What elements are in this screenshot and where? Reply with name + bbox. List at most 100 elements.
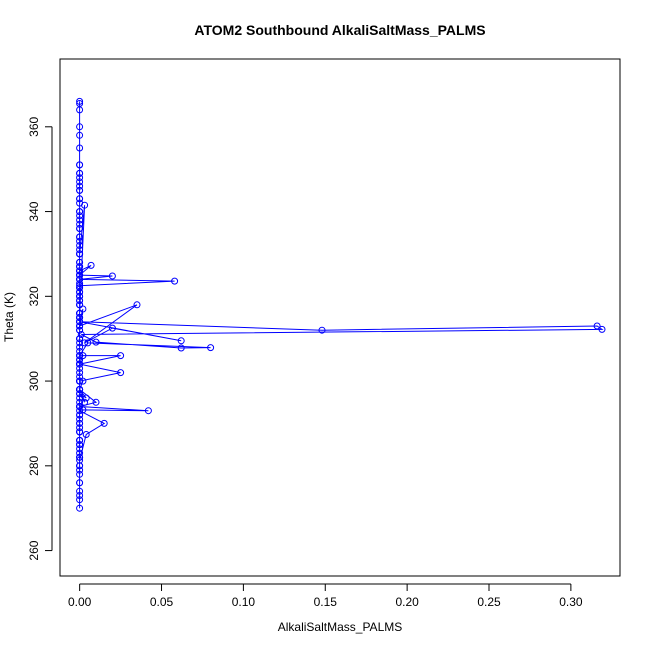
data-point (76, 161, 84, 169)
data-point (76, 462, 84, 470)
data-point (76, 237, 84, 245)
data-point (76, 314, 84, 321)
data-point (171, 277, 179, 285)
plot-frame (59, 58, 621, 577)
data-point (76, 280, 84, 288)
data-point (79, 352, 87, 360)
data-point (76, 390, 84, 398)
data-point (76, 492, 84, 499)
data-point (593, 322, 601, 330)
x-axis-label: AlkaliSaltMass_PALMS (278, 620, 403, 634)
x-tick-label: 0.05 (150, 595, 174, 609)
data-point (76, 174, 84, 182)
x-tick-label: 0.30 (559, 595, 583, 609)
data-point (76, 169, 84, 177)
data-point (76, 424, 84, 432)
data-point (76, 504, 84, 512)
data-point (133, 301, 141, 309)
data-point (76, 250, 84, 258)
data-point (92, 338, 100, 346)
y-tick-label: 300 (27, 371, 41, 391)
data-point (76, 364, 84, 372)
data-point (82, 431, 90, 438)
data-point (76, 233, 84, 241)
data-point (76, 178, 84, 186)
data-point (76, 263, 84, 271)
data-point (76, 318, 84, 326)
data-point (76, 309, 84, 317)
data-point (84, 339, 92, 347)
data-point (76, 242, 84, 249)
data-point (76, 106, 84, 114)
data-point (81, 201, 89, 209)
data-point (76, 335, 84, 343)
data-point (76, 441, 84, 449)
data-point (76, 208, 84, 216)
data-point (76, 322, 84, 330)
x-tick-label: 0.20 (395, 595, 419, 609)
data-point (79, 305, 87, 313)
data-point (76, 301, 84, 309)
data-point (76, 195, 84, 203)
data-point (108, 272, 116, 280)
data-point (76, 343, 84, 351)
data-point (76, 487, 84, 495)
data-point (87, 261, 95, 269)
data-point (117, 369, 125, 377)
series-layer (76, 97, 606, 512)
x-tick-label: 0.25 (477, 595, 501, 609)
y-tick-label: 260 (27, 540, 41, 560)
data-point (177, 344, 185, 352)
data-point (76, 97, 84, 105)
data-point (76, 436, 84, 444)
data-point (76, 282, 84, 290)
data-point (81, 339, 89, 347)
data-point (76, 144, 84, 152)
data-point (76, 267, 84, 275)
data-point (76, 369, 84, 377)
data-point (77, 331, 85, 338)
data-point (76, 449, 84, 457)
data-point (76, 131, 84, 139)
data-point (76, 453, 84, 461)
y-tick-label: 340 (27, 201, 41, 221)
data-point (81, 398, 89, 406)
y-axis: 260 280 300 320 340 360 (27, 116, 53, 561)
data-point (76, 398, 84, 406)
chart-title: ATOM2 Southbound AlkaliSaltMass_PALMS (194, 22, 485, 38)
data-point (76, 360, 84, 368)
data-point (76, 496, 84, 504)
data-point (76, 411, 84, 419)
data-point (76, 428, 84, 436)
data-point (76, 212, 84, 220)
data-point (76, 352, 84, 360)
data-point (76, 225, 84, 232)
y-tick-label: 280 (27, 455, 41, 475)
data-point (76, 445, 84, 453)
data-point (76, 258, 84, 266)
data-point (117, 352, 125, 360)
data-point (76, 394, 84, 402)
data-point (76, 284, 84, 292)
data-point (76, 297, 84, 304)
x-tick-label: 0.15 (314, 595, 338, 609)
data-point (76, 339, 84, 347)
data-point (76, 386, 84, 393)
data-point (76, 246, 84, 254)
data-point (76, 415, 84, 423)
data-point (79, 377, 87, 385)
data-point (76, 123, 84, 131)
data-point (76, 373, 84, 381)
data-point (76, 466, 84, 474)
data-point (76, 216, 84, 224)
y-tick-label: 360 (27, 116, 41, 136)
data-point (76, 419, 84, 427)
y-tick-label: 320 (27, 286, 41, 306)
data-point (76, 186, 84, 194)
data-point (76, 356, 84, 364)
data-point (177, 337, 185, 345)
data-point (207, 344, 215, 352)
data-point (76, 479, 84, 487)
